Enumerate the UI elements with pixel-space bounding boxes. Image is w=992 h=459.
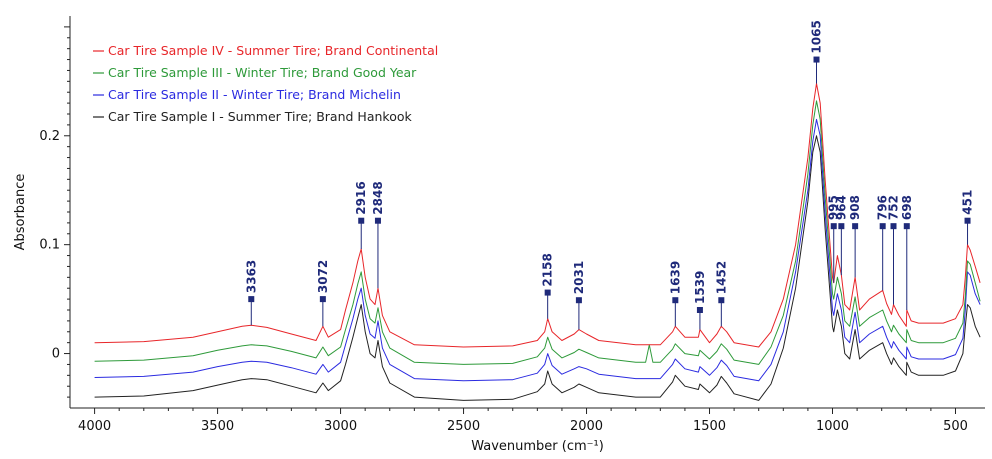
series-line [94,83,981,348]
peak-marker [374,217,381,224]
y-tick-label: 0.2 [39,129,60,144]
peak-label: 698 [900,195,914,220]
series-line [94,100,981,365]
legend-entry: Car Tire Sample III - Winter Tire; Brand… [108,65,417,80]
peak-label: 2158 [541,253,555,286]
peak-label: 995 [827,195,841,220]
peak-label: 1452 [714,261,728,294]
peak-marker [903,223,910,230]
peak-marker [319,296,326,303]
peak-marker [544,289,551,296]
peak-label: 3072 [316,260,330,293]
x-tick-label: 3500 [201,419,234,434]
axes: 4000 3500 3000 2500 2000 1500 1000 500 0 0.1 0.2 Wa… [13,16,985,454]
y-tick-label: 0 [52,347,60,362]
peak-label: 1639 [668,261,682,294]
peak-annotations: 3363 3072 2916 2848 2158 2031 1639 1539 1452 1065… [244,20,975,330]
x-tick-label: 500 [943,419,968,434]
y-axis-title: Absorbance [13,174,28,251]
peak-label: 752 [887,195,901,220]
peak-label: 964 [834,195,848,220]
y-tick-label: 0.1 [39,238,60,253]
peak-label: 1539 [693,271,707,304]
peak-label: 908 [848,195,862,220]
peak-label: 796 [876,195,890,220]
series-line [94,135,981,401]
peak-marker [852,223,859,230]
peak-marker [718,297,725,304]
peak-label: 451 [961,190,975,215]
legend-entry: Car Tire Sample I - Summer Tire; Brand H… [108,109,412,124]
legend: Car Tire Sample IV - Summer Tire; Brand … [93,43,438,124]
peak-label: 2916 [354,181,368,214]
x-tick-label: 2500 [447,419,480,434]
peak-marker [575,297,582,304]
peak-label: 3363 [244,260,258,293]
series-lines [94,83,981,401]
peak-label: 2031 [572,261,586,294]
peak-marker [964,217,971,224]
peak-marker [879,223,886,230]
peak-marker [890,223,897,230]
peak-marker [830,223,837,230]
legend-entry: Car Tire Sample II - Winter Tire; Brand … [108,87,401,102]
x-tick-label: 3000 [324,419,357,434]
peak-marker [248,296,255,303]
peak-label: 2848 [371,181,385,214]
peak-label: 1065 [810,20,824,53]
x-tick-label: 4000 [78,419,111,434]
x-tick-label: 1500 [693,419,726,434]
peak-marker [813,56,820,63]
x-tick-label: 2000 [570,419,603,434]
x-tick-label: 1000 [816,419,849,434]
legend-entry: Car Tire Sample IV - Summer Tire; Brand … [108,43,438,58]
peak-marker [838,223,845,230]
peak-marker [672,297,679,304]
peak-marker [696,307,703,313]
series-line [94,118,981,382]
peak-marker [358,217,365,224]
x-axis-title: Wavenumber (cm⁻¹) [471,439,604,454]
